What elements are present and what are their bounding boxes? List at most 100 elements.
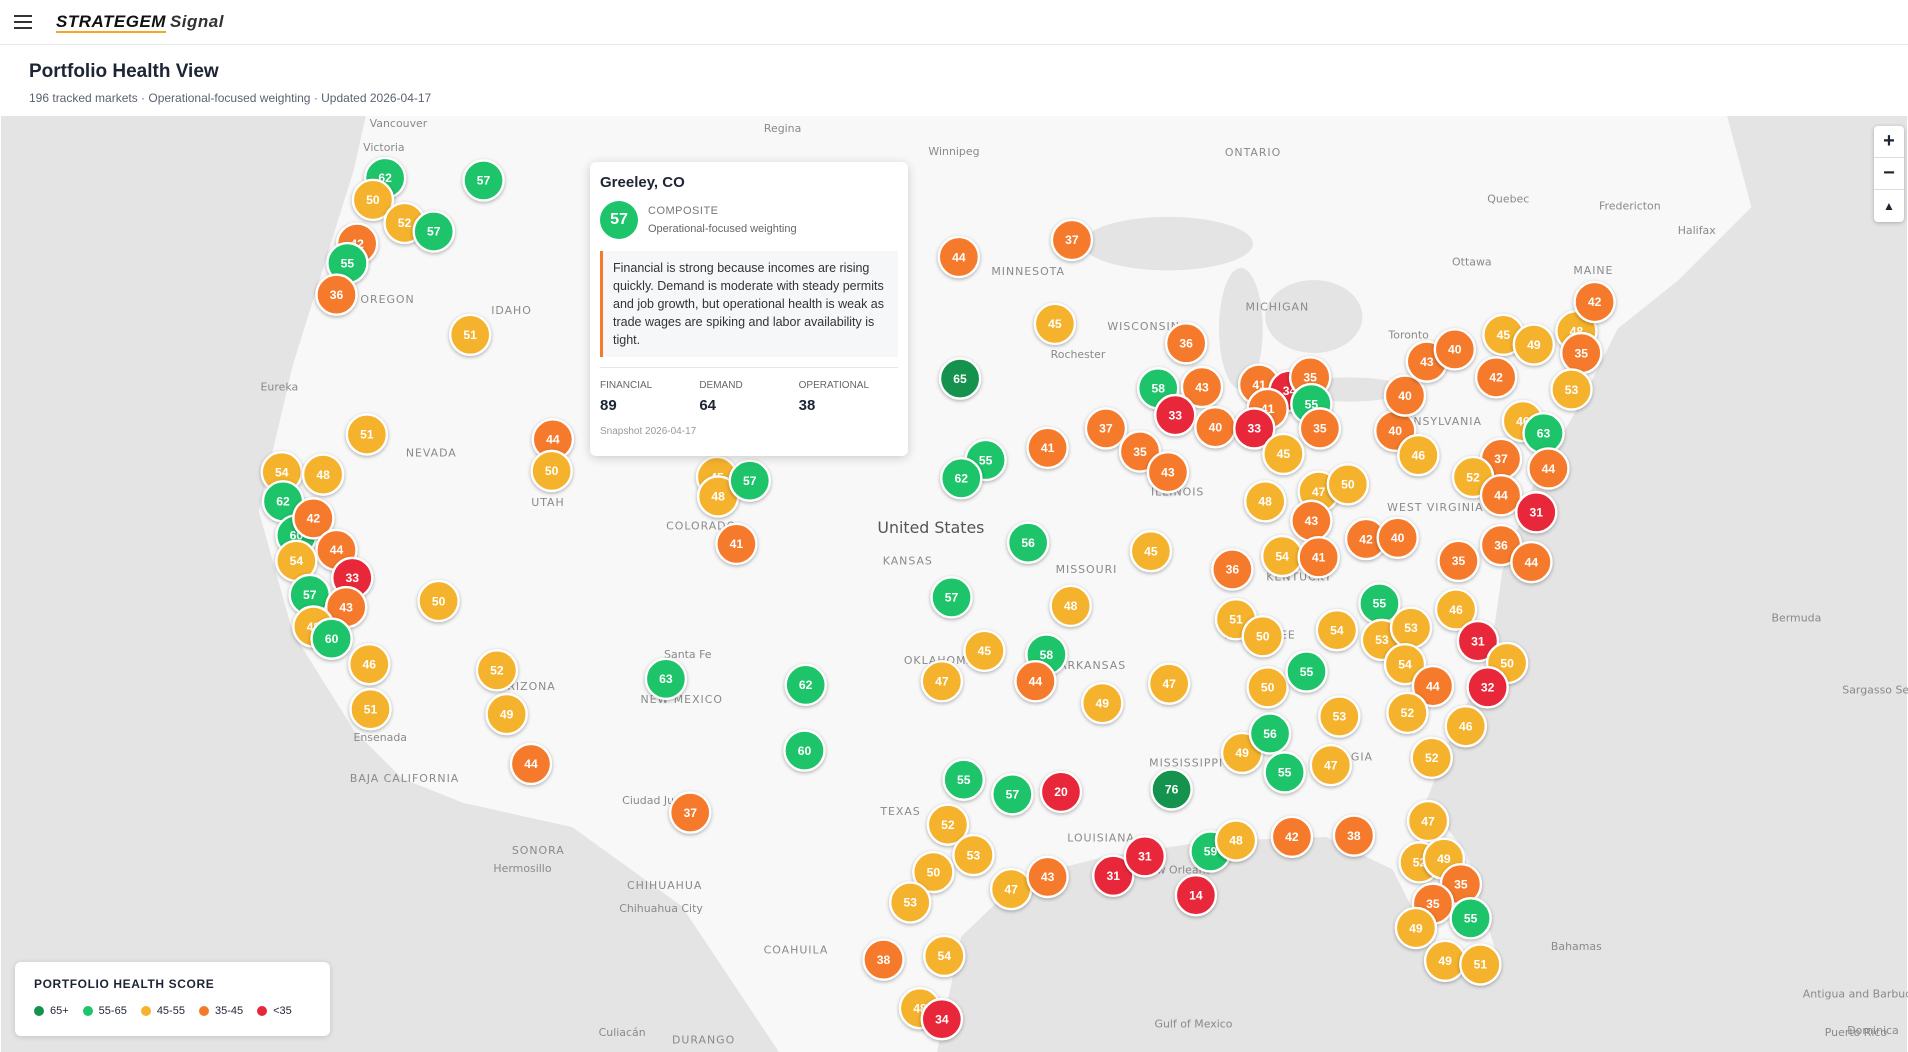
menu-button[interactable] <box>14 15 32 29</box>
place-label: Eureka <box>261 381 299 394</box>
tooltip: Greeley, CO 57 COMPOSITE Operational-foc… <box>590 162 908 456</box>
legend-label: <35 <box>273 1005 292 1017</box>
market-marker <box>1406 799 1450 843</box>
marker-label: 52 <box>398 216 412 230</box>
market-marker <box>310 617 353 660</box>
market-marker <box>348 642 391 686</box>
place-label: Bahamas <box>1551 940 1602 953</box>
market-marker <box>1014 659 1057 703</box>
metric: DEMAND 64 <box>699 380 798 414</box>
marker-label: 52 <box>490 664 504 678</box>
market-marker <box>1383 374 1427 417</box>
market-marker <box>1456 619 1500 663</box>
place-label: LOUISIANA <box>1067 832 1135 845</box>
marker-label: 49 <box>500 707 514 721</box>
market-marker <box>1006 521 1050 564</box>
metric-label: OPERATIONAL <box>798 380 870 391</box>
place-label: ONTARIO <box>1225 146 1281 159</box>
logo[interactable]: STRATEGEM Signal <box>56 12 224 33</box>
market-marker <box>1315 608 1359 652</box>
page-title: Portfolio Health View <box>29 61 219 82</box>
marker-label: 55 <box>1300 665 1314 679</box>
market-marker <box>1263 751 1306 794</box>
market-marker <box>920 659 964 703</box>
place-label: NEVADA <box>406 446 457 459</box>
marker-label: 35 <box>1574 346 1588 360</box>
pacific <box>0 116 403 828</box>
market-marker <box>1146 450 1190 494</box>
market-marker <box>1394 906 1438 950</box>
tooltip-title: Greeley, CO <box>600 174 685 191</box>
marker-label: 57 <box>303 588 317 602</box>
place-label: Quebec <box>1487 192 1529 205</box>
market-marker <box>1397 433 1440 477</box>
place-label: United States <box>877 518 984 537</box>
metric: OPERATIONAL 38 <box>799 380 898 414</box>
marker-label: 55 <box>341 256 355 270</box>
marker-label: 44 <box>1525 555 1539 569</box>
marker-label: 76 <box>1165 783 1179 797</box>
map[interactable]: Vancouver Victoria Regina Winnipeg ONTARIO Qu… <box>0 116 1908 1052</box>
legend-swatch <box>82 1006 93 1016</box>
marker-label: 48 <box>1258 495 1272 509</box>
marker-label: 57 <box>1006 788 1020 802</box>
market-marker <box>1466 666 1509 709</box>
market-marker <box>1243 480 1287 523</box>
legend-label: 45-55 <box>156 1005 185 1017</box>
market-marker <box>715 522 758 566</box>
marker-label: 54 <box>275 465 289 479</box>
marker-label: 49 <box>1235 746 1249 760</box>
market-marker <box>1081 681 1124 725</box>
marker-label: 50 <box>1500 656 1514 670</box>
marker-label: 62 <box>955 471 969 485</box>
marker-label: 55 <box>979 453 993 467</box>
market-marker <box>1033 302 1077 346</box>
marker-label: 55 <box>1373 597 1387 611</box>
marker-label: 37 <box>1065 233 1079 247</box>
marker-label: 54 <box>1398 657 1412 671</box>
market-marker <box>1527 447 1570 490</box>
marker-label: 44 <box>524 757 538 771</box>
place-label: COAHUILA <box>764 944 829 957</box>
marker-label: 55 <box>957 773 971 787</box>
place-label: WISCONSIN <box>1107 320 1180 333</box>
marker-label: 59 <box>1204 845 1218 859</box>
marker-label: 41 <box>1041 441 1055 455</box>
marker-label: 35 <box>1133 445 1147 459</box>
marker-label: 56 <box>1263 727 1277 741</box>
marker-label: 58 <box>1040 648 1054 662</box>
marker-label: 36 <box>1226 563 1240 577</box>
marker-label: 45 <box>978 644 992 658</box>
marker-label: 37 <box>1494 452 1508 466</box>
marker-label: 51 <box>1474 958 1488 972</box>
market-marker <box>485 692 528 736</box>
marker-label: 54 <box>290 554 304 568</box>
marker-label: 47 <box>935 675 949 689</box>
legend-swatch <box>257 1006 268 1016</box>
place-label: Sargasso Sea <box>1842 683 1908 696</box>
marker-label: 33 <box>1168 408 1182 422</box>
marker-label: 35 <box>1454 878 1468 892</box>
marker-label: 53 <box>1404 621 1418 635</box>
marker-label: 53 <box>903 896 917 910</box>
place-label: Fredericton <box>1599 200 1661 213</box>
marker-label: 42 <box>307 512 321 526</box>
legend-label: 35-45 <box>214 1005 244 1017</box>
market-marker <box>1026 855 1069 899</box>
zoom-in[interactable]: + <box>1874 126 1904 158</box>
metric: FINANCIAL 89 <box>600 380 699 414</box>
marker-label: 31 <box>1106 869 1120 883</box>
metric-value: 38 <box>798 397 816 414</box>
compass[interactable]: ▲ <box>1883 199 1895 213</box>
brand: STRATEGEM <box>56 12 166 33</box>
marker-label: 51 <box>364 702 378 716</box>
market-marker <box>349 687 392 731</box>
market-marker <box>1411 664 1455 708</box>
market-marker <box>991 773 1034 816</box>
market-marker <box>1433 328 1477 371</box>
marker-label: 54 <box>1330 623 1344 637</box>
market-marker <box>1180 365 1224 409</box>
marker-label: 50 <box>927 865 941 879</box>
zoom-out[interactable]: − <box>1874 158 1904 190</box>
place-label: CHIHUAHUA <box>627 879 702 892</box>
